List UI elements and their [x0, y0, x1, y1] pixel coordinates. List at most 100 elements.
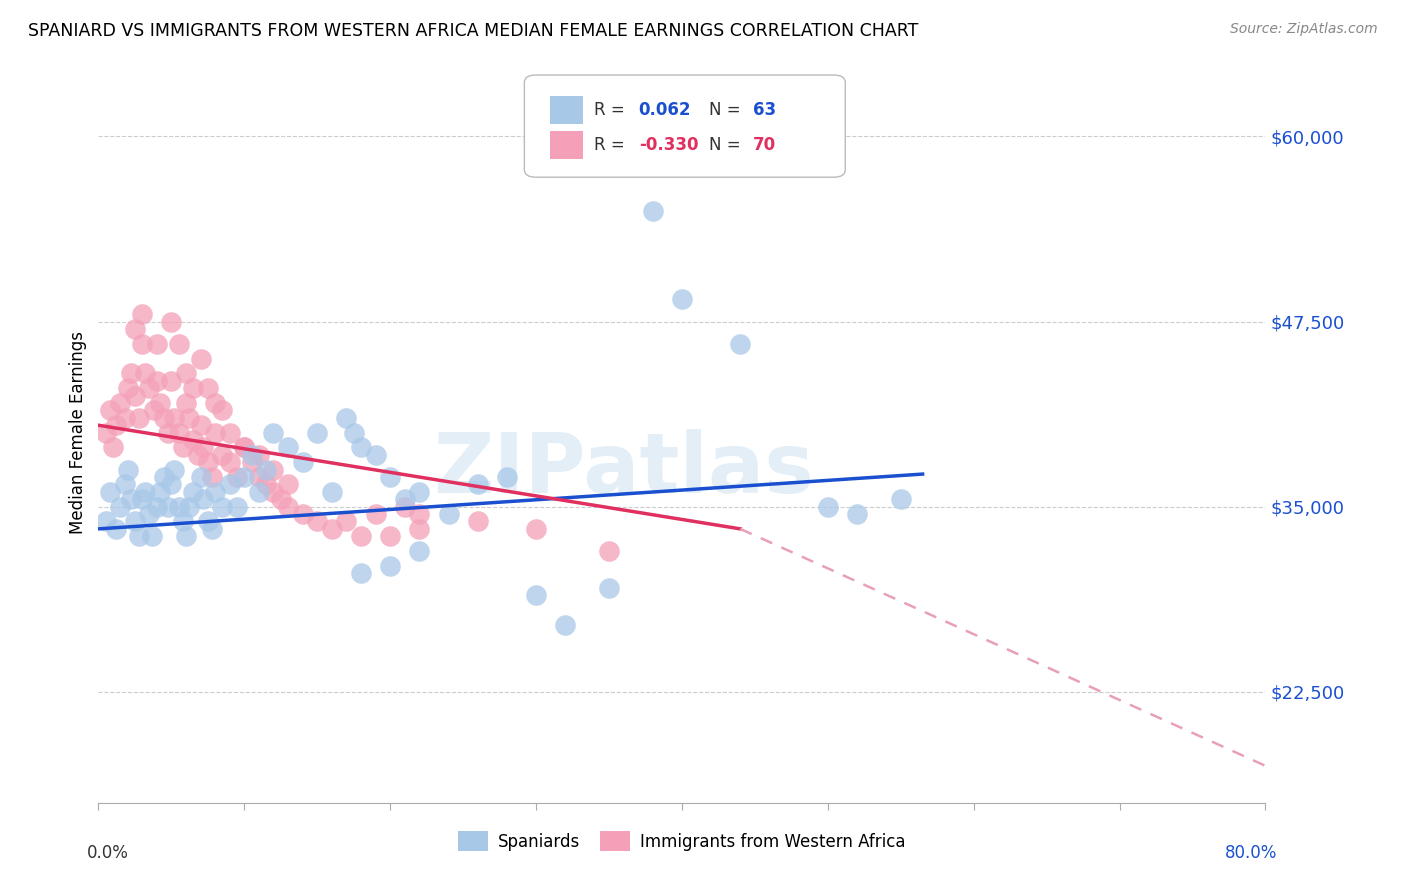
Point [394, 492, 416, 507]
Point [270, 492, 292, 507]
Point [181, 433, 204, 447]
Point [153, 410, 176, 425]
Point [131, 336, 153, 351]
Point [204, 484, 226, 499]
Point [598, 544, 620, 558]
Text: 0.062: 0.062 [638, 101, 692, 119]
Point [343, 425, 366, 440]
Point [211, 403, 233, 417]
Point [364, 507, 387, 521]
Point [291, 455, 314, 469]
Point [380, 470, 402, 484]
Point [138, 381, 160, 395]
Text: 80.0%: 80.0% [1225, 844, 1277, 862]
Point [240, 448, 263, 462]
Point [172, 515, 194, 529]
Point [204, 425, 226, 440]
Text: 0.0%: 0.0% [87, 844, 128, 862]
Text: N =: N = [709, 136, 745, 154]
Point [408, 522, 430, 536]
Point [104, 522, 127, 536]
Point [277, 500, 299, 514]
Point [187, 448, 209, 462]
Point [160, 477, 183, 491]
Point [120, 492, 142, 507]
Text: R =: R = [595, 101, 630, 119]
Point [394, 500, 416, 514]
Point [174, 396, 197, 410]
Text: SPANIARD VS IMMIGRANTS FROM WESTERN AFRICA MEDIAN FEMALE EARNINGS CORRELATION CH: SPANIARD VS IMMIGRANTS FROM WESTERN AFRI… [28, 22, 918, 40]
Point [218, 455, 240, 469]
Point [124, 322, 146, 336]
Point [408, 484, 430, 499]
Point [114, 477, 136, 491]
Point [226, 500, 249, 514]
Point [262, 462, 284, 476]
Point [190, 418, 212, 433]
Point [98, 484, 121, 499]
Point [190, 351, 212, 366]
Point [218, 477, 240, 491]
Point [181, 484, 204, 499]
Point [124, 515, 146, 529]
Point [153, 470, 176, 484]
Point [128, 529, 150, 543]
Point [321, 484, 343, 499]
Point [890, 492, 912, 507]
Point [321, 522, 343, 536]
Point [197, 455, 219, 469]
Point [163, 410, 186, 425]
Point [131, 492, 153, 507]
Point [167, 336, 190, 351]
Point [524, 589, 547, 603]
Point [146, 336, 169, 351]
Point [167, 500, 190, 514]
Point [247, 448, 270, 462]
Point [554, 618, 576, 632]
Point [277, 441, 299, 455]
Point [277, 477, 299, 491]
Y-axis label: Median Female Earnings: Median Female Earnings [69, 331, 87, 534]
Point [467, 515, 489, 529]
Point [350, 529, 373, 543]
Point [98, 403, 121, 417]
Point [197, 381, 219, 395]
Point [233, 441, 256, 455]
Point [94, 425, 117, 440]
Point [101, 441, 124, 455]
Point [174, 367, 197, 381]
Point [218, 425, 240, 440]
Point [120, 367, 142, 381]
Legend: Spaniards, Immigrants from Western Africa: Spaniards, Immigrants from Western Afric… [451, 825, 912, 857]
Point [117, 381, 139, 395]
Text: R =: R = [595, 136, 630, 154]
Point [335, 410, 357, 425]
FancyBboxPatch shape [550, 95, 582, 124]
Point [157, 425, 180, 440]
Point [641, 203, 664, 218]
Point [211, 448, 233, 462]
Point [201, 522, 224, 536]
Point [190, 470, 212, 484]
Text: 63: 63 [754, 101, 776, 119]
Point [408, 507, 430, 521]
Point [157, 500, 180, 514]
Point [467, 477, 489, 491]
Point [110, 500, 132, 514]
Point [262, 484, 284, 499]
Point [177, 500, 200, 514]
Point [146, 374, 169, 388]
Point [160, 315, 183, 329]
Point [380, 558, 402, 573]
Point [134, 484, 156, 499]
Point [262, 425, 284, 440]
Point [254, 462, 277, 476]
Text: Source: ZipAtlas.com: Source: ZipAtlas.com [1230, 22, 1378, 37]
Point [307, 515, 329, 529]
Point [233, 441, 256, 455]
Point [141, 529, 163, 543]
Point [247, 484, 270, 499]
Point [181, 381, 204, 395]
Text: ZIPatlas: ZIPatlas [433, 429, 814, 510]
Point [254, 477, 277, 491]
